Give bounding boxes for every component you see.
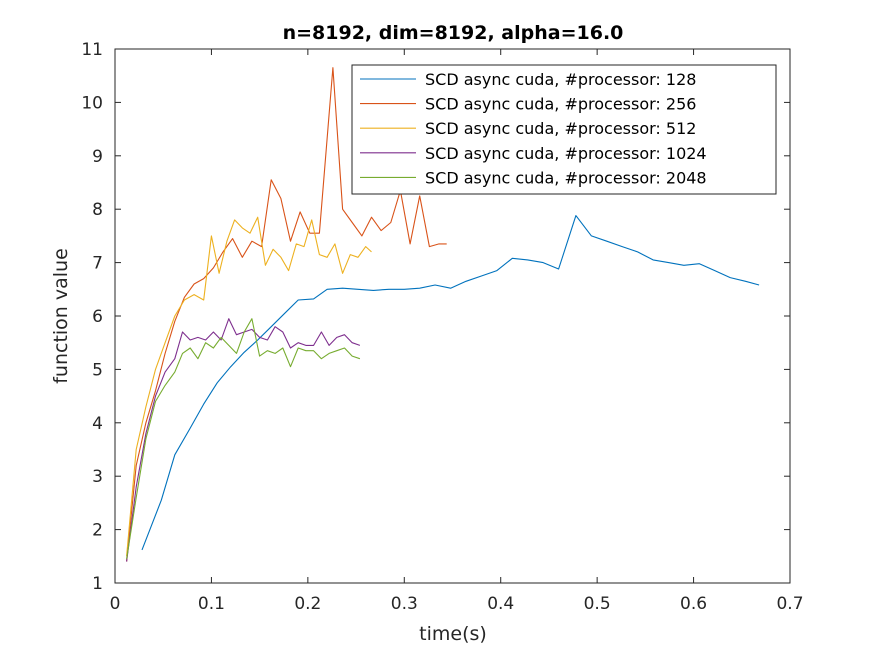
x-tick-label: 0.3 [391, 594, 418, 614]
y-tick-label: 1 [92, 574, 103, 594]
x-tick-label: 0.4 [487, 594, 514, 614]
y-tick-label: 8 [92, 200, 103, 220]
y-tick-label: 5 [92, 360, 103, 380]
x-tick-label: 0.7 [776, 594, 803, 614]
legend-label-2: SCD async cuda, #processor: 256 [425, 95, 696, 114]
x-tick-label: 0 [110, 594, 121, 614]
series-line-5 [126, 318, 361, 560]
x-axis-label: time(s) [419, 623, 487, 645]
series-line-4 [126, 318, 361, 562]
x-tick-label: 0.5 [584, 594, 611, 614]
y-tick-label: 4 [92, 414, 103, 434]
legend-label-5: SCD async cuda, #processor: 2048 [425, 168, 707, 187]
y-tick-label: 11 [81, 40, 103, 60]
y-tick-label: 9 [92, 147, 103, 167]
y-tick-label: 6 [92, 307, 103, 327]
legend-box [351, 64, 777, 195]
y-tick-label: 2 [92, 521, 103, 541]
y-tick-label: 7 [92, 254, 103, 274]
x-tick-label: 0.1 [198, 594, 225, 614]
x-tick-label: 0.2 [294, 594, 321, 614]
series-line-2 [126, 67, 447, 562]
legend-label-3: SCD async cuda, #processor: 512 [425, 119, 696, 138]
series-line-3 [126, 216, 372, 557]
series-line-1 [141, 215, 760, 551]
chart-title: n=8192, dim=8192, alpha=16.0 [283, 22, 624, 44]
x-tick-label: 0.6 [680, 594, 707, 614]
legend-label-1: SCD async cuda, #processor: 128 [425, 70, 696, 89]
y-tick-label: 3 [92, 467, 103, 487]
axes-layer: 0 0.1 0.2 0.3 0.4 0.5 0.6 0.7 1 2 3 4 5 6 7 8 9 10 11 [81, 40, 803, 614]
series-layer [126, 67, 760, 562]
y-tick-label: 10 [81, 93, 103, 113]
legend: SCD async cuda, #processor: 128 SCD async… [351, 64, 777, 195]
legend-label-4: SCD async cuda, #processor: 1024 [425, 144, 707, 163]
y-axis-label: function value [50, 248, 72, 384]
